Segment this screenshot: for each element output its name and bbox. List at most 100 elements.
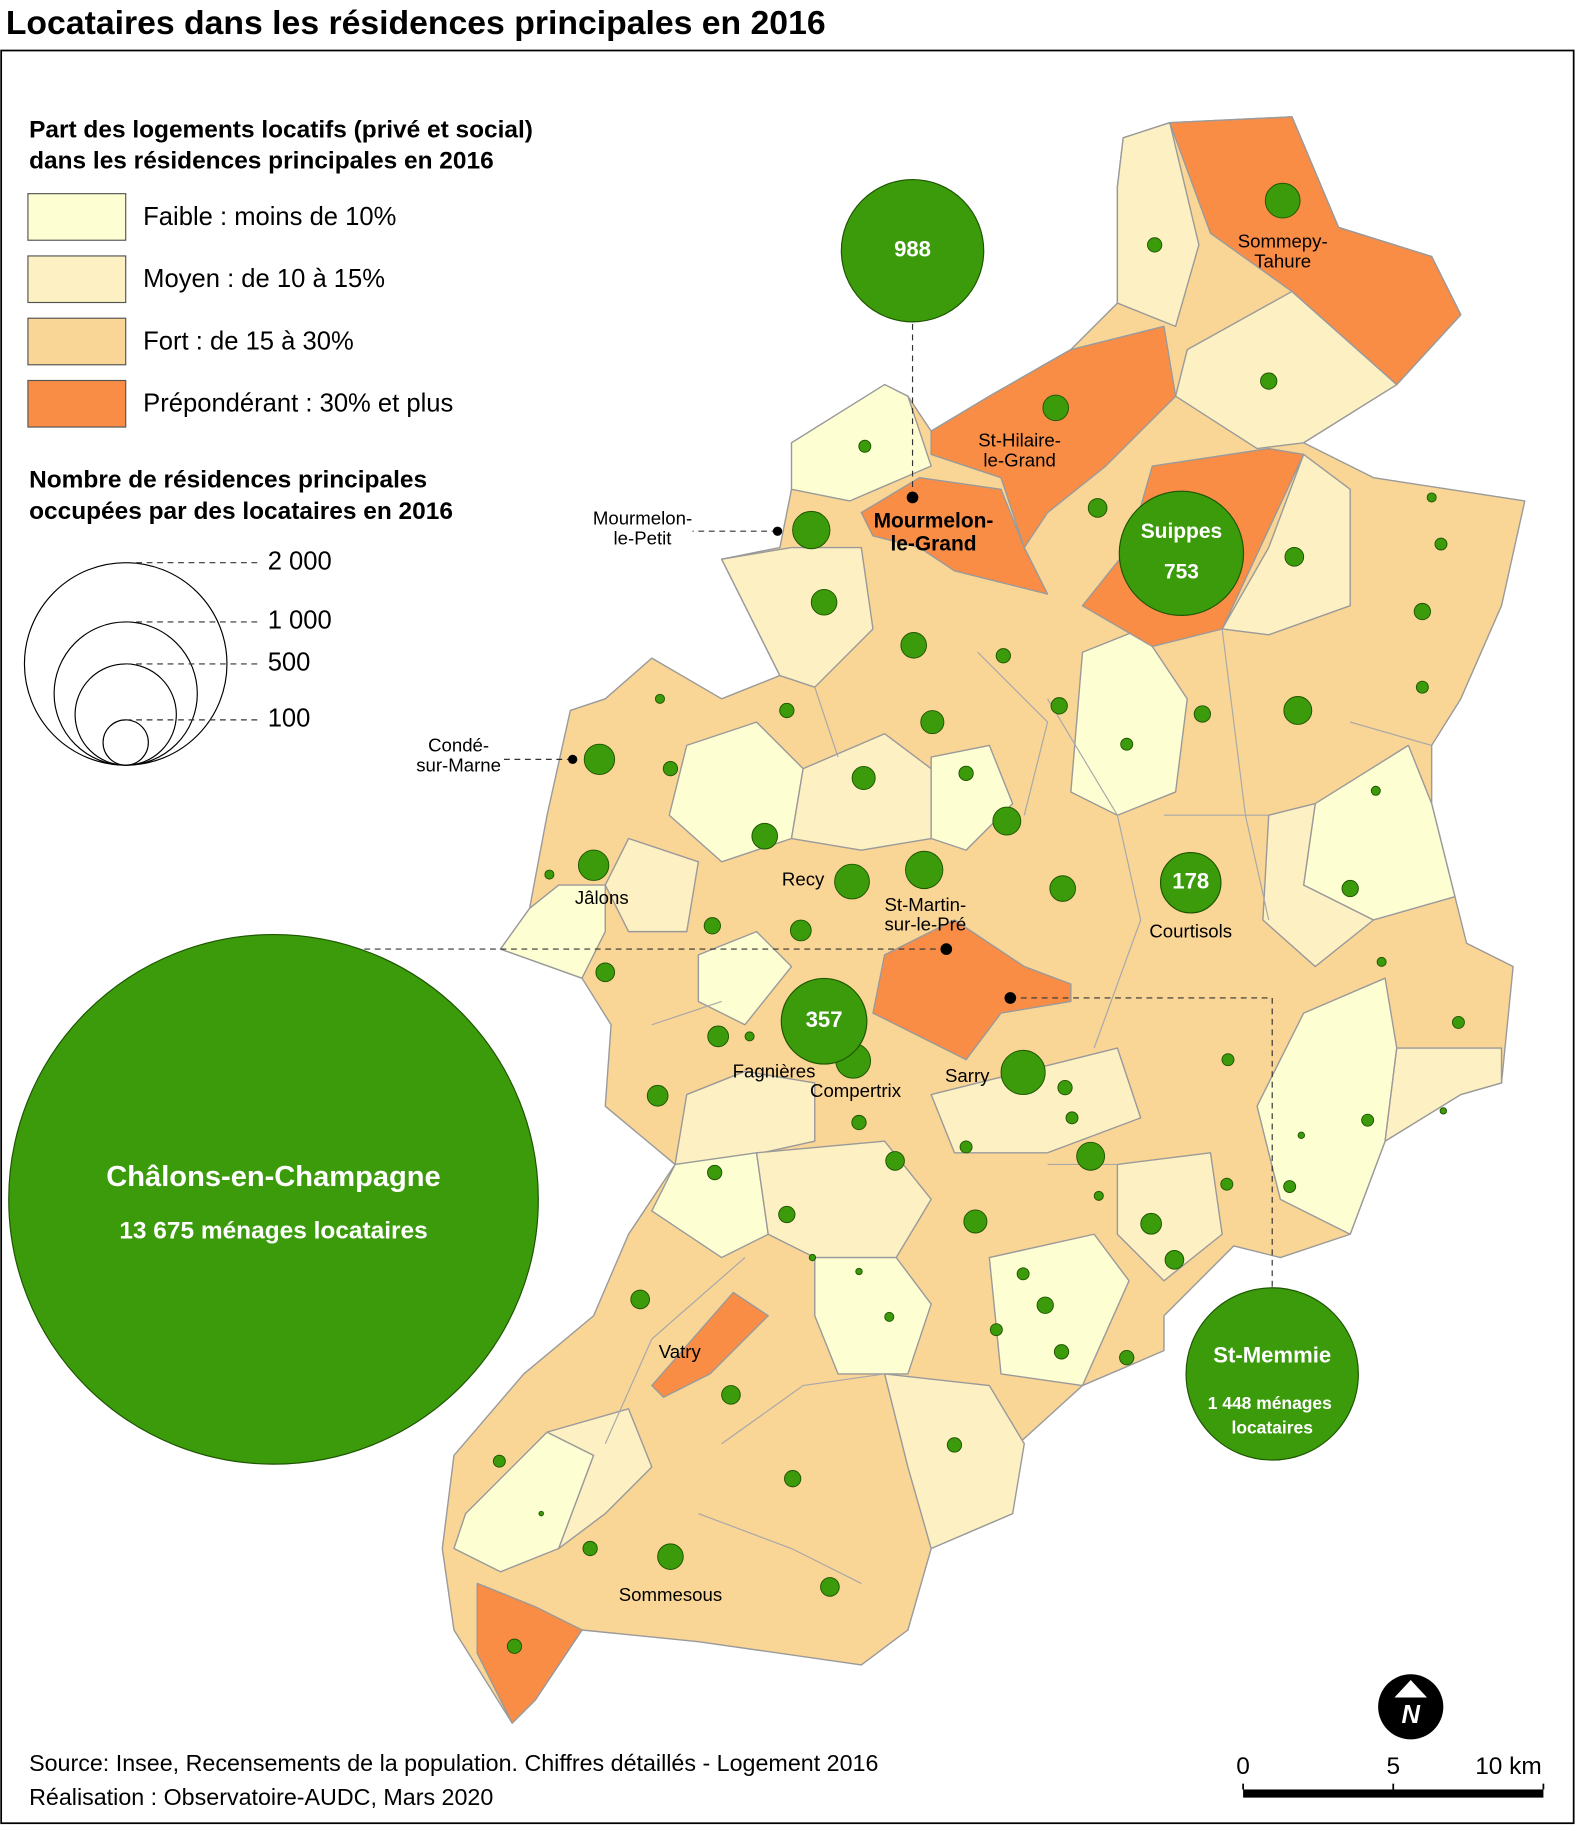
place-label: St-Martin- <box>885 894 967 915</box>
place-label: Vatry <box>659 1341 702 1362</box>
commune-bubble <box>582 1540 598 1557</box>
legend-swatch <box>27 193 127 241</box>
commune-bubble <box>583 743 616 776</box>
commune-bubble <box>995 648 1011 664</box>
commune-bubble <box>992 806 1022 836</box>
commune-bubble <box>492 1454 506 1468</box>
bubble-name: St-Memmie <box>1213 1342 1331 1367</box>
bubble-value-label: 1 448 ménages locataires <box>1208 1393 1337 1437</box>
commune <box>1116 1152 1223 1282</box>
place-label: sur-le-Pré <box>884 914 966 935</box>
commune-bubble <box>1087 498 1108 518</box>
bubble-value: 753 <box>1164 561 1199 584</box>
place-label: Condé- <box>428 734 489 755</box>
commune-bubble <box>820 1577 840 1597</box>
place-label: Mourmelon- <box>874 509 994 532</box>
place-label: Sommesous <box>619 1584 722 1605</box>
north-arrow <box>1378 1674 1444 1740</box>
commune-bubble <box>858 439 872 453</box>
bubble-name: Suippes <box>1141 520 1222 543</box>
labeled-bubble <box>1118 490 1245 617</box>
commune <box>860 476 1049 595</box>
legend-swatch <box>27 379 127 428</box>
scale-bar <box>1243 1789 1544 1798</box>
commune-bubble <box>1119 1350 1135 1366</box>
commune <box>476 1582 583 1724</box>
place-label: Fagnières <box>733 1060 816 1081</box>
commune <box>883 1373 1025 1550</box>
place-label: Sarry <box>945 1065 990 1086</box>
commune-bubble <box>1361 1113 1375 1127</box>
commune-bubble <box>810 588 838 616</box>
map-title: Locataires dans les résidences principal… <box>6 4 826 42</box>
commune <box>930 744 1014 851</box>
commune-bubble <box>1016 1267 1030 1281</box>
commune-bubble <box>885 1151 905 1171</box>
commune-bubble <box>1050 697 1068 715</box>
legend-label: Faible : moins de 10% <box>143 203 396 231</box>
place-label: le-Grand <box>983 449 1055 470</box>
commune-bubble <box>1260 372 1278 390</box>
bubble-value: 357 <box>806 1007 843 1032</box>
commune <box>546 1408 653 1550</box>
commune-bubble <box>1065 1111 1079 1125</box>
place-label: sur-Marne <box>416 754 501 775</box>
bubble-legend-title: occupées par des locataires en 2016 <box>29 498 453 525</box>
commune-bubble <box>1093 1190 1104 1201</box>
commune-bubble <box>544 869 555 880</box>
commune-bubble <box>1140 1212 1162 1235</box>
north-arrow-head <box>1394 1680 1428 1698</box>
commune-bubble <box>900 632 927 659</box>
bubble-value: 178 <box>1172 869 1209 894</box>
place-label: Courtisols <box>1149 921 1232 942</box>
scale-label: 0 <box>1236 1753 1250 1780</box>
commune-bubble <box>855 1267 863 1276</box>
commune-bubble <box>1434 537 1448 551</box>
commune-bubble <box>1415 680 1429 694</box>
bubble-value: 988 <box>894 237 931 262</box>
commune-bubble <box>1120 737 1134 751</box>
commune-bubble <box>1193 705 1211 723</box>
labeled-bubble <box>780 977 868 1065</box>
commune-bubble <box>905 850 944 890</box>
commune <box>1221 453 1351 636</box>
commune <box>651 1152 769 1259</box>
commune-bubble <box>834 863 870 900</box>
commune-bubble <box>946 1437 963 1453</box>
legend-bubble-label: 2 000 <box>268 547 332 575</box>
legend-swatch <box>27 317 127 366</box>
scale-label: 10 km <box>1475 1753 1542 1780</box>
bubble-value-label: 13 675 ménages locataires <box>119 1217 427 1244</box>
legend-bubble-label: 1 000 <box>268 607 332 635</box>
leader-line <box>1010 997 1273 1293</box>
leader-lines <box>256 320 1273 1293</box>
place-label: Compertrix <box>810 1080 902 1101</box>
commune <box>604 837 700 933</box>
commune-bubble <box>1439 1107 1447 1115</box>
commune <box>872 919 1072 1061</box>
labeled-bubble <box>8 933 539 1465</box>
commune-bubble <box>920 710 945 735</box>
place-label: Recy <box>782 868 825 889</box>
legend-title: dans les résidences principales en 2016 <box>29 148 494 175</box>
commune-bubble <box>884 1311 895 1322</box>
legend-bubble-label: 500 <box>268 649 311 677</box>
commune-bubble <box>1413 602 1431 621</box>
scale-label: 5 <box>1386 1753 1400 1780</box>
commune <box>651 1291 769 1398</box>
commune-bubble <box>1283 1180 1297 1193</box>
commune-bubble <box>1341 879 1359 898</box>
commune-bubble <box>1000 1049 1046 1095</box>
commune-bubble <box>744 1031 755 1042</box>
commune-bubble <box>1451 1015 1465 1029</box>
commune-bubble <box>630 1289 650 1310</box>
place-label: Mourmelon- <box>593 508 692 529</box>
commune <box>720 546 874 688</box>
commune-bubble <box>1284 547 1305 567</box>
legend-swatch <box>27 255 127 304</box>
commune-bubble <box>1370 785 1381 796</box>
commune-bubble <box>1049 875 1076 902</box>
town-dot <box>1004 992 1017 1004</box>
